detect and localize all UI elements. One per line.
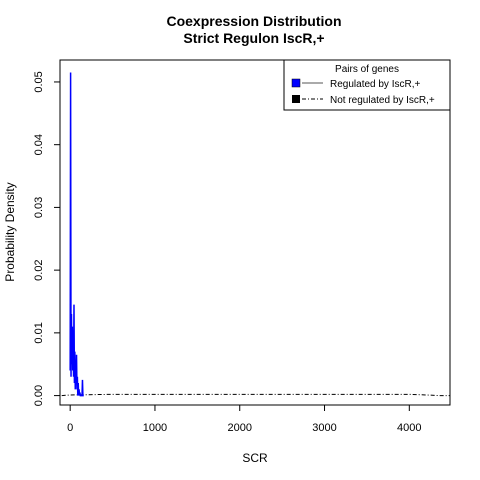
y-tick-label: 0.04 bbox=[33, 134, 45, 155]
y-axis-title: Probability Density bbox=[3, 182, 17, 281]
legend-swatch-not-regulated bbox=[292, 95, 300, 103]
series-layer bbox=[61, 72, 450, 397]
legend-title: Pairs of genes bbox=[335, 64, 399, 75]
chart-title: Coexpression Distribution bbox=[166, 13, 341, 29]
x-tick-label: 1000 bbox=[143, 422, 167, 434]
y-axis: 0.00 0.01 0.02 0.03 0.04 0.05 bbox=[33, 71, 60, 406]
x-tick-label: 2000 bbox=[227, 422, 251, 434]
legend: Pairs of genes Regulated by IscR,+ Not r… bbox=[283, 59, 451, 111]
x-axis: 0 1000 2000 3000 4000 bbox=[67, 405, 422, 434]
y-tick-label: 0.02 bbox=[33, 259, 45, 280]
chart-subtitle: Strict Regulon IscR,+ bbox=[183, 30, 324, 46]
legend-swatch-regulated bbox=[291, 78, 301, 88]
y-tick-label: 0.05 bbox=[33, 71, 45, 92]
legend-label-not-regulated: Not regulated by IscR,+ bbox=[330, 95, 435, 106]
x-tick-label: 0 bbox=[67, 422, 73, 434]
x-tick-label: 3000 bbox=[312, 422, 336, 434]
x-axis-title: SCR bbox=[242, 451, 268, 465]
legend-label-regulated: Regulated by IscR,+ bbox=[330, 79, 420, 90]
series-line-not-regulated bbox=[61, 393, 450, 397]
y-tick-label: 0.00 bbox=[33, 385, 45, 406]
y-tick-label: 0.01 bbox=[33, 322, 45, 343]
series-line-regulated bbox=[69, 72, 84, 397]
plot-frame bbox=[59, 59, 451, 406]
x-tick-label: 4000 bbox=[397, 422, 421, 434]
y-tick-label: 0.03 bbox=[33, 197, 45, 218]
legend-box bbox=[283, 59, 451, 111]
